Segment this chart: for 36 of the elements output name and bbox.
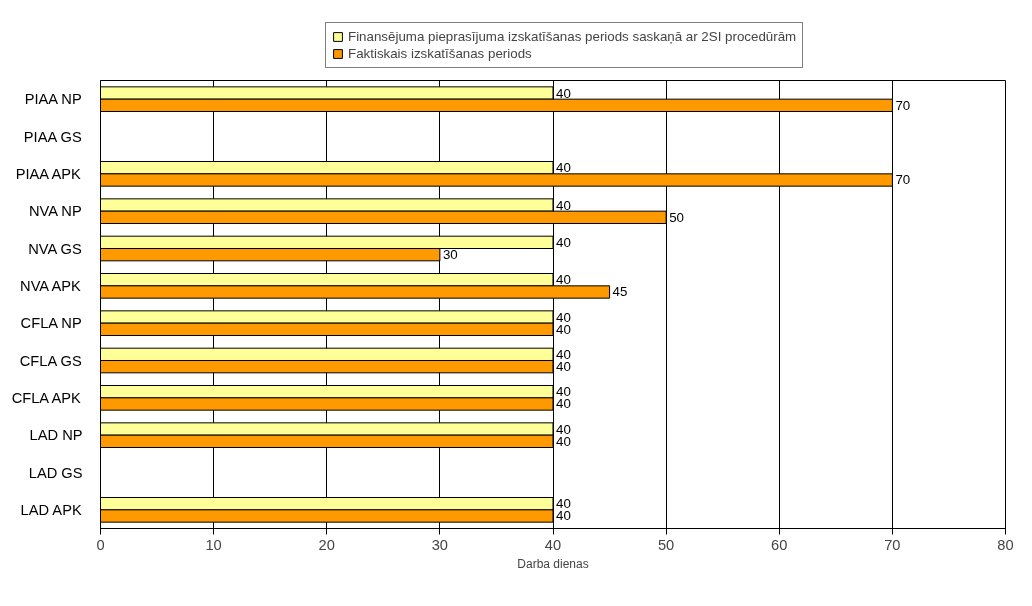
x-tick-label: 80 [997,536,1014,553]
y-tick-label: LAD APK [20,501,82,518]
y-tick-label: CFLA GS [19,352,82,369]
x-tick-label: 20 [318,536,335,553]
data-label: 40 [556,197,571,213]
data-label: 70 [895,97,911,113]
data-label: 40 [556,359,571,375]
y-tick-label: CFLA NP [20,315,82,332]
y-tick-label: NVA APK [20,277,82,294]
x-tick-label: 40 [544,536,562,553]
y-tick-label: PIAA APK [15,165,82,182]
data-label: 40 [556,272,571,288]
x-tick-label: 60 [771,536,788,553]
data-label: 30 [442,247,458,263]
x-tick-label: 70 [884,536,901,553]
legend-label: Finansējuma pieprasījuma izskatīšanas periods saskaņā ar 2SI procedūrām [348,29,797,44]
data-label: 70 [895,172,911,188]
y-tick-label: PIAA GS [23,128,82,145]
x-tick-label: 30 [431,536,449,553]
y-tick-label: PIAA NP [24,91,82,108]
y-tick-label: NVA NP [29,203,82,220]
x-axis-title: Darba dienas [517,556,589,571]
data-label: 45 [612,284,628,300]
data-label: 40 [556,234,571,250]
y-tick-label: CFLA APK [11,389,82,406]
y-tick-label: LAD GS [28,464,83,481]
y-tick-label: NVA GS [28,240,82,257]
data-label: 50 [669,209,684,225]
data-label: 40 [556,160,571,176]
x-tick-label: 10 [205,536,222,553]
y-tick-label: LAD NP [29,427,83,444]
x-tick-label: 50 [657,536,675,553]
data-label: 40 [556,85,571,101]
data-label: 40 [556,346,571,362]
x-tick-label: 0 [96,536,105,553]
legend-label: Faktiskais izskatīšanas periods [348,46,532,61]
